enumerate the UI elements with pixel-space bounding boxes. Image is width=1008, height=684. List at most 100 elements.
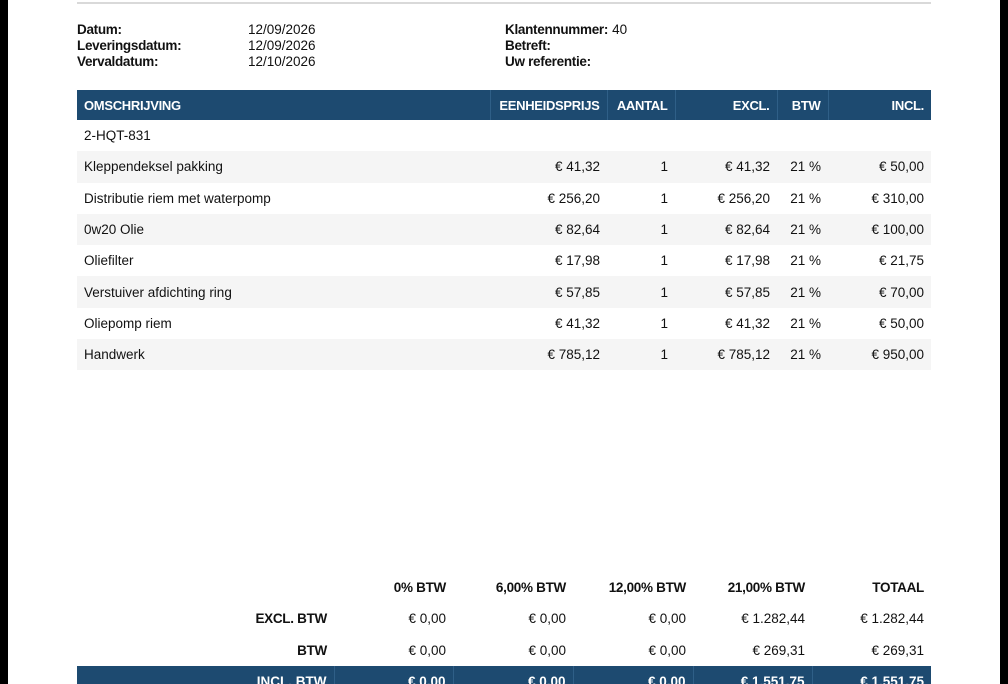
invoice-dates: Datum: 12/09/2026 Leveringsdatum: 12/09/… <box>77 22 316 70</box>
reference-label: Uw referentie: <box>505 54 591 69</box>
totals-header-vat-6: 6,00% BTW <box>495 580 566 596</box>
vat-totals-table: 0% BTW 6,00% BTW 12,00% BTW 21,00% BTW T… <box>77 572 931 684</box>
date-label: Datum: <box>77 22 122 37</box>
totals-row-incl: INCL. BTW € 0,00 € 0,00 € 0,00 € 1.551,7… <box>77 665 931 684</box>
col-header-excl: EXCL. <box>674 90 777 120</box>
item-vat: 21 % <box>777 151 828 183</box>
customer-number-value: 40 <box>612 22 628 37</box>
delivery-date-row: Leveringsdatum: 12/09/2026 <box>77 38 316 54</box>
col-header-quantity: AANTAL <box>606 90 675 120</box>
item-incl: € 50,00 <box>878 315 924 331</box>
item-excl: € 82,64 <box>675 213 777 246</box>
item-description: Verstuiver afdichting ring <box>77 276 490 308</box>
item-quantity: 1 <box>660 190 668 206</box>
top-divider <box>77 2 931 4</box>
item-unit-price: € 17,98 <box>554 253 600 269</box>
customer-number-row: Klantennummer: 40 <box>505 22 627 38</box>
item-vat: 21 % <box>777 276 828 308</box>
item-excl: € 57,85 <box>675 276 777 308</box>
totals-value: € 0,00 <box>648 642 686 658</box>
totals-row-label: EXCL. BTW <box>255 611 327 627</box>
totals-value: € 0,00 <box>333 665 453 684</box>
item-quantity: 1 <box>607 339 675 371</box>
items-header-row: OMSCHRIJVING EENHEIDSPRIJS AANTAL EXCL. … <box>77 90 931 120</box>
item-description: 0w20 Olie <box>77 213 490 246</box>
item-unit-price: € 41,32 <box>554 315 600 331</box>
item-description: Oliepomp riem <box>84 315 172 331</box>
item-unit-price: € 785,12 <box>490 339 607 371</box>
totals-value: € 0,00 <box>452 665 573 684</box>
table-row: 0w20 Olie € 82,64 1 € 82,64 21 % € 100,0… <box>77 213 931 246</box>
totals-header-vat-12: 12,00% BTW <box>608 580 687 596</box>
due-date-label: Vervaldatum: <box>77 54 159 69</box>
item-description: Handwerk <box>77 339 490 371</box>
item-quantity: 1 <box>607 276 675 308</box>
customer-info: Klantennummer: 40 Betreft: Uw referentie… <box>505 22 627 70</box>
item-excl: € 41,32 <box>675 151 777 183</box>
delivery-date-value: 12/09/2026 <box>248 38 316 53</box>
table-row: Distributie riem met waterpomp € 256,20 … <box>77 183 931 214</box>
item-excl: € 785,12 <box>675 339 777 371</box>
item-incl: € 21,75 <box>878 253 924 269</box>
totals-row-vat: BTW € 0,00 € 0,00 € 0,00 € 269,31 € 269,… <box>77 635 931 666</box>
totals-value: € 0,00 <box>408 642 446 658</box>
totals-value: € 1.282,44 <box>860 611 924 627</box>
totals-value: € 0,00 <box>648 611 686 627</box>
item-quantity: 1 <box>607 151 675 183</box>
totals-header-row: 0% BTW 6,00% BTW 12,00% BTW 21,00% BTW T… <box>77 572 931 603</box>
item-vat: 21 % <box>777 339 828 371</box>
totals-value: € 1.282,44 <box>741 611 805 627</box>
table-row: Handwerk € 785,12 1 € 785,12 21 % € 950,… <box>77 339 931 371</box>
item-incl: € 950,00 <box>828 339 931 371</box>
totals-header-vat-0: 0% BTW <box>393 580 447 596</box>
totals-value: € 0,00 <box>408 611 446 627</box>
item-description: Distributie riem met waterpomp <box>84 190 271 206</box>
totals-value: € 269,31 <box>871 642 924 658</box>
table-row: Verstuiver afdichting ring € 57,85 1 € 5… <box>77 276 931 308</box>
item-description: Kleppendeksel pakking <box>77 151 490 183</box>
totals-value: € 1.551,75 <box>692 665 812 684</box>
item-incl: € 70,00 <box>828 276 931 308</box>
subject-label: Betreft: <box>505 38 551 53</box>
item-quantity: 1 <box>660 253 668 269</box>
date-value: 12/09/2026 <box>248 22 316 37</box>
totals-value: € 0,00 <box>528 642 566 658</box>
item-unit-price: € 82,64 <box>490 213 607 246</box>
due-date-value: 12/10/2026 <box>248 54 316 69</box>
item-quantity: 1 <box>660 315 668 331</box>
item-incl: € 50,00 <box>828 151 931 183</box>
item-incl: € 100,00 <box>828 213 931 246</box>
item-excl: € 17,98 <box>724 253 770 269</box>
item-incl: € 310,00 <box>871 190 924 206</box>
item-unit-price: € 41,32 <box>490 151 607 183</box>
item-vat: 21 % <box>777 213 828 246</box>
item-quantity: 1 <box>607 213 675 246</box>
item-description: Oliefilter <box>84 253 134 269</box>
date-row: Datum: 12/09/2026 <box>77 22 316 38</box>
item-excl: € 41,32 <box>724 315 770 331</box>
invoice-items-table: OMSCHRIJVING EENHEIDSPRIJS AANTAL EXCL. … <box>77 90 931 371</box>
totals-value: € 1.551,75 <box>811 665 931 684</box>
totals-header-vat-21: 21,00% BTW <box>727 580 806 596</box>
totals-header-total: TOTAAL <box>872 580 924 596</box>
table-row: Kleppendeksel pakking € 41,32 1 € 41,32 … <box>77 151 931 183</box>
item-unit-price: € 256,20 <box>547 190 600 206</box>
col-header-unit-price: EENHEIDSPRIJS <box>489 90 607 120</box>
due-date-row: Vervaldatum: 12/10/2026 <box>77 54 316 70</box>
delivery-date-label: Leveringsdatum: <box>77 38 182 53</box>
group-label: 2-HQT-831 <box>84 128 151 144</box>
totals-row-label: BTW <box>297 642 327 658</box>
invoice-page: Datum: 12/09/2026 Leveringsdatum: 12/09/… <box>8 0 1000 684</box>
subject-row: Betreft: <box>505 38 627 54</box>
item-vat: 21 % <box>790 190 821 206</box>
totals-value: € 0,00 <box>528 611 566 627</box>
col-header-incl: INCL. <box>827 90 931 120</box>
totals-row-excl: EXCL. BTW € 0,00 € 0,00 € 0,00 € 1.282,4… <box>77 603 931 634</box>
totals-value: € 269,31 <box>752 642 805 658</box>
group-row: 2-HQT-831 <box>77 120 931 151</box>
item-excl: € 256,20 <box>717 190 770 206</box>
table-row: Oliepomp riem € 41,32 1 € 41,32 21 % € 5… <box>77 308 931 339</box>
table-row: Oliefilter € 17,98 1 € 17,98 21 % € 21,7… <box>77 245 931 276</box>
item-vat: 21 % <box>790 315 821 331</box>
totals-value: € 0,00 <box>572 665 693 684</box>
